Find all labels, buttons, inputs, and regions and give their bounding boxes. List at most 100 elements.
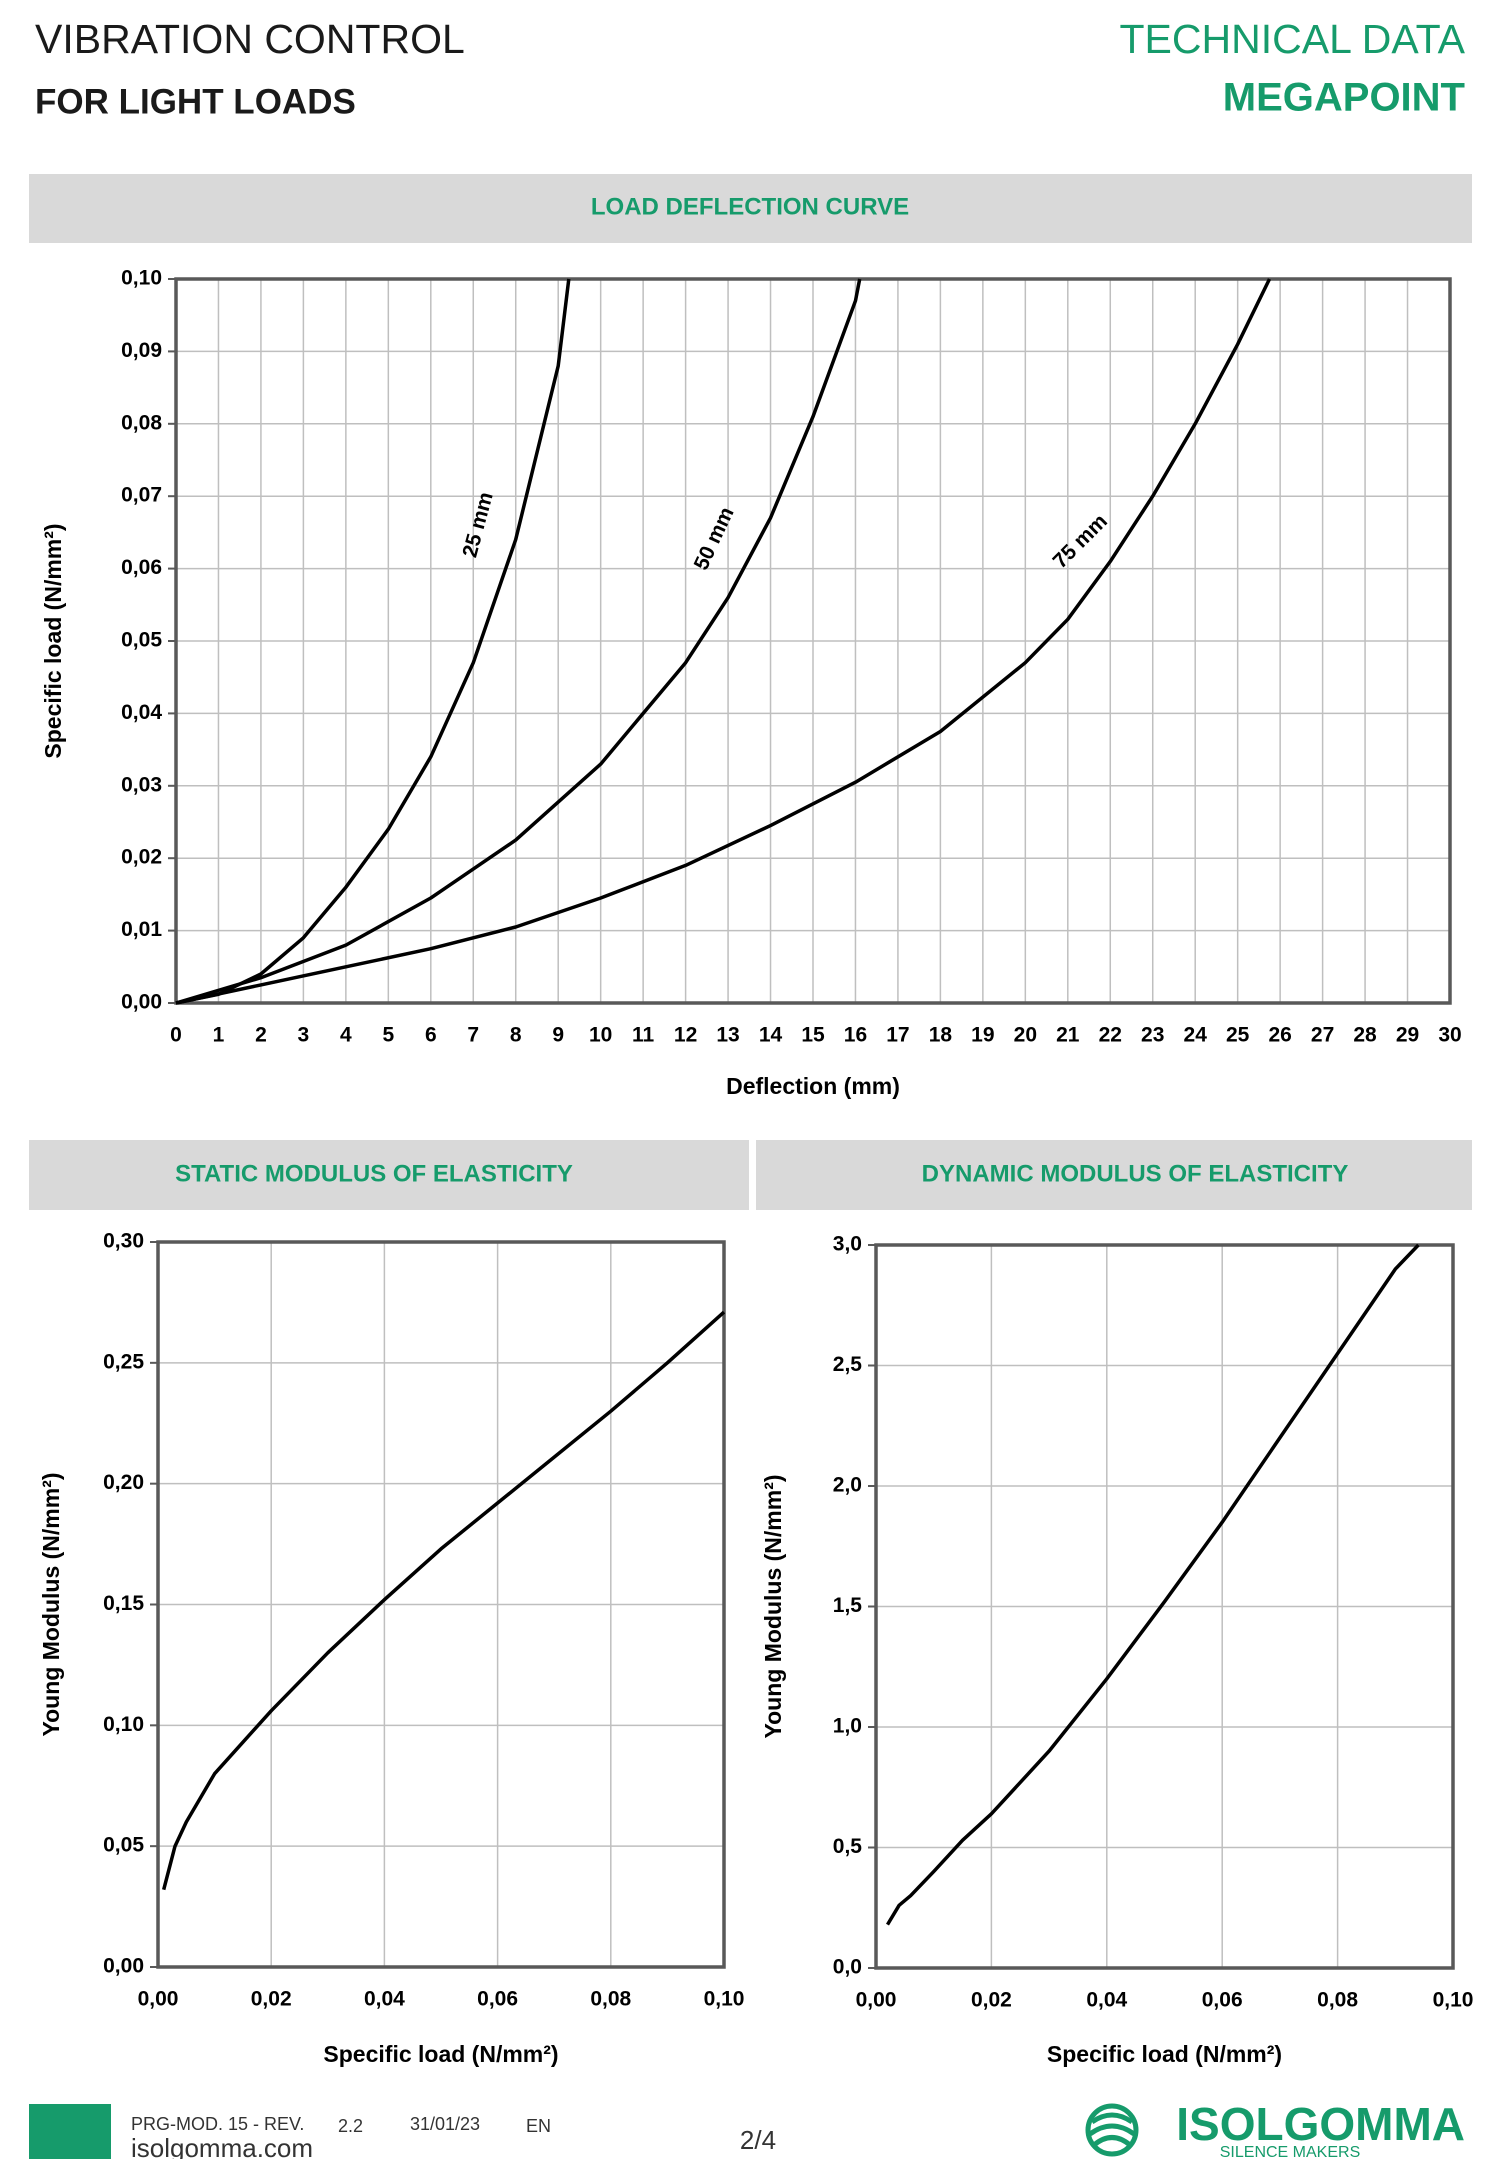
x-tick-label: 30 [1438,1024,1461,1047]
x-tick-label: 10 [589,1024,612,1047]
x-tick-label: 6 [425,1024,437,1047]
x-tick-label: 0,04 [364,1988,405,2011]
x-tick-label: 27 [1311,1024,1334,1047]
x-tick-label: 0,06 [1202,1989,1243,2012]
curve [175,278,862,1005]
title-band [756,1140,1472,1210]
revision: 2.2 [338,2116,363,2136]
x-tick-label: 1 [213,1024,225,1047]
x-tick-label: 0,00 [138,1988,179,2011]
y-tick-label: 0,05 [103,1834,144,1857]
logo-icon [1085,2103,1139,2157]
page-number: 2/4 [740,2125,776,2155]
y-axis-title: Specific load (N/mm²) [40,523,66,758]
x-tick-label: 0,04 [1086,1989,1127,2012]
x-tick-label: 22 [1099,1024,1122,1047]
chart-title: DYNAMIC MODULUS OF ELASTICITY [922,1160,1349,1187]
y-tick-label: 0,08 [121,411,162,434]
plot-frame [874,1243,1455,1970]
x-tick-label: 5 [382,1024,394,1047]
x-axis-title: Deflection (mm) [726,1073,900,1099]
x-tick-label: 12 [674,1024,697,1047]
form-code: PRG-MOD. 15 - REV. [131,2114,304,2134]
x-tick-label: 0,02 [971,1989,1012,2012]
x-tick-label: 24 [1184,1024,1208,1047]
x-tick-label: 21 [1056,1024,1080,1047]
curve-label: 25 mm [458,490,497,560]
x-tick-label: 4 [340,1024,352,1047]
y-tick-label: 0,07 [121,484,162,507]
x-tick-label: 0 [170,1024,182,1047]
y-tick-label: 1,5 [833,1594,863,1617]
x-tick-label: 17 [886,1024,909,1047]
plot-frame [174,277,1452,1005]
x-tick-label: 0,10 [704,1988,745,2011]
y-tick-label: 0,0 [833,1956,862,1979]
y-tick-label: 0,10 [121,267,162,290]
curve [886,1243,1420,1926]
y-tick-label: 0,05 [121,629,162,652]
title-band [29,174,1472,243]
x-tick-label: 9 [552,1024,564,1047]
language: EN [526,2116,551,2136]
brand: ISOLGOMMA [1176,2098,1465,2150]
y-tick-label: 0,25 [103,1350,144,1373]
y-tick-label: 0,15 [103,1592,144,1615]
date: 31/01/23 [410,2114,480,2134]
x-tick-label: 0,06 [477,1988,518,2011]
curve-label: 50 mm [690,504,739,574]
x-tick-label: 0,00 [856,1989,897,2012]
x-tick-label: 0,08 [590,1988,631,2011]
y-tick-label: 2,5 [833,1353,863,1376]
y-tick-label: 0,01 [121,918,162,941]
doc-subtitle: FOR LIGHT LOADS [35,82,356,121]
doc-title: VIBRATION CONTROL [35,16,465,62]
x-tick-label: 13 [716,1024,739,1047]
x-tick-label: 29 [1396,1024,1419,1047]
y-tick-label: 0,04 [121,701,162,724]
y-tick-label: 0,20 [103,1471,144,1494]
chart-title: STATIC MODULUS OF ELASTICITY [175,1160,573,1187]
x-tick-label: 28 [1353,1024,1377,1047]
x-tick-label: 18 [929,1024,953,1047]
x-tick-label: 14 [759,1024,783,1047]
tagline: SILENCE MAKERS [1220,2144,1360,2159]
y-tick-label: 0,06 [121,556,162,579]
x-tick-label: 7 [467,1024,479,1047]
y-tick-label: 2,0 [833,1474,862,1497]
x-tick-label: 0,02 [251,1988,292,2011]
y-tick-label: 3,0 [833,1233,862,1256]
x-tick-label: 11 [632,1024,655,1047]
y-tick-label: 0,02 [121,846,162,869]
section-title: TECHNICAL DATA [1120,16,1466,62]
title-band [29,1140,749,1210]
website: isolgomma.com [131,2133,313,2159]
curve [162,1310,726,1891]
x-tick-label: 26 [1268,1024,1291,1047]
y-tick-label: 1,0 [833,1715,862,1738]
y-axis-title: Young Modulus (N/mm²) [760,1474,786,1738]
product-name: MEGAPOINT [1223,76,1465,120]
footer-mark [29,2104,111,2159]
y-tick-label: 0,00 [103,1955,144,1978]
x-tick-label: 25 [1226,1024,1250,1047]
x-tick-label: 3 [298,1024,310,1047]
x-tick-label: 23 [1141,1024,1164,1047]
y-tick-label: 0,09 [121,339,162,362]
x-tick-label: 20 [1014,1024,1037,1047]
y-tick-label: 0,00 [121,991,162,1014]
x-axis-title: Specific load (N/mm²) [323,2041,558,2067]
y-tick-label: 0,5 [833,1835,863,1858]
x-tick-label: 0,10 [1433,1989,1474,2012]
y-tick-label: 0,03 [121,773,162,796]
curve [175,278,1272,1005]
y-tick-label: 0,30 [103,1230,144,1253]
plot-frame [156,1240,726,1969]
x-axis-title: Specific load (N/mm²) [1047,2041,1282,2067]
curve-label: 75 mm [1049,510,1112,573]
chart-title: LOAD DEFLECTION CURVE [591,193,909,220]
y-tick-label: 0,10 [103,1713,144,1736]
x-tick-label: 19 [971,1024,994,1047]
x-tick-label: 16 [844,1024,867,1047]
